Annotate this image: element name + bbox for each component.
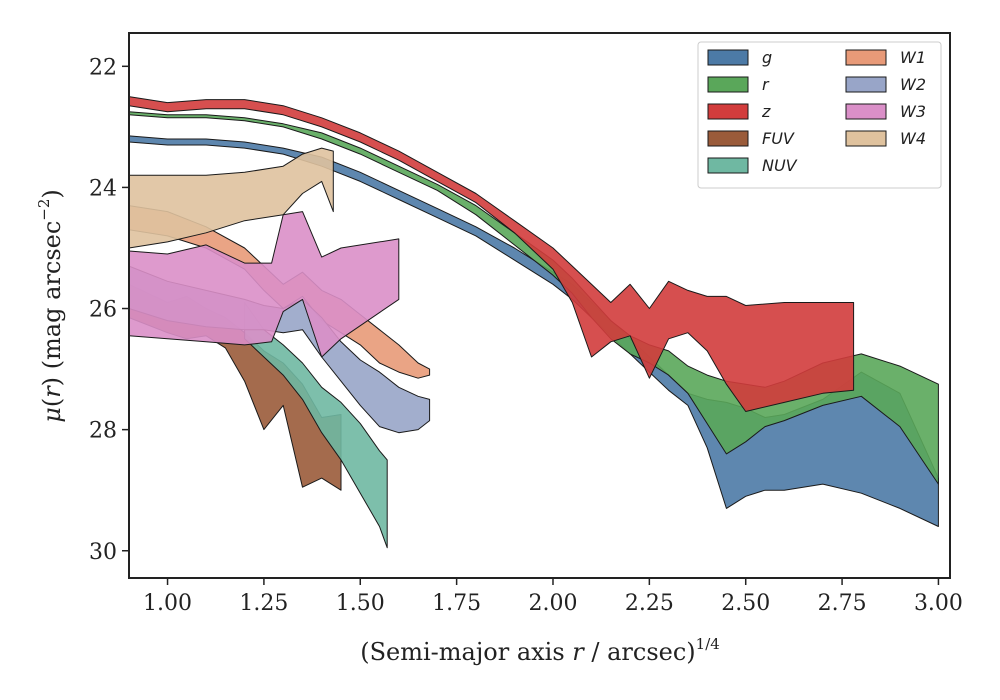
band-w4 <box>128 147 334 249</box>
legend-swatch-r <box>707 76 749 93</box>
band-layer <box>128 96 939 549</box>
band-w3 <box>128 211 400 358</box>
x-tick-label: 3.00 <box>914 591 963 616</box>
legend-label-r: r <box>762 75 770 94</box>
legend-swatch-z <box>707 103 749 120</box>
legend-label-w2: W2 <box>900 75 926 94</box>
legend-label-g: g <box>762 48 772 67</box>
legend-swatch-fuv <box>707 130 749 147</box>
x-tick-label: 1.25 <box>239 591 288 616</box>
legend-label-w3: W3 <box>900 102 926 121</box>
plot-frame <box>128 32 951 579</box>
legend-swatch-w3 <box>845 103 887 120</box>
legend-swatch-w4 <box>845 130 887 147</box>
x-tick-label: 1.75 <box>432 591 481 616</box>
x-tick-label: 2.50 <box>721 591 770 616</box>
x-axis-label: (Semi-major axis r / arcsec)1/4 <box>360 635 720 666</box>
x-tick-label: 2.75 <box>818 591 867 616</box>
y-tick-label: 30 <box>89 540 117 565</box>
x-tick-label: 2.25 <box>625 591 674 616</box>
y-axis: 22 24 26 28 30 <box>89 55 129 565</box>
x-tick-label: 1.00 <box>143 591 192 616</box>
legend-label-w1: W1 <box>900 48 926 67</box>
legend-label-z: z <box>761 102 771 121</box>
band-z <box>128 96 855 412</box>
y-tick-label: 24 <box>89 176 117 201</box>
legend-label-nuv: NUV <box>762 156 798 175</box>
y-tick-label: 22 <box>89 55 117 80</box>
y-tick-label: 28 <box>89 419 117 444</box>
legend-swatch-nuv <box>707 157 749 174</box>
legend-label-w4: W4 <box>900 129 926 148</box>
legend-swatch-w2 <box>845 76 887 93</box>
y-axis-label: μ(r) (mag arcsec−2) <box>35 189 66 423</box>
legend-swatch-w1 <box>845 49 887 66</box>
x-tick-label: 2.00 <box>528 591 577 616</box>
legend-label-fuv: FUV <box>762 129 795 148</box>
band-nuv <box>244 302 388 549</box>
legend-swatch-g <box>707 49 749 66</box>
y-tick-label: 26 <box>89 298 117 323</box>
x-tick-label: 1.50 <box>336 591 385 616</box>
x-axis: 1.00 1.25 1.50 1.75 2.00 2.25 2.50 2.75 3.00 <box>143 578 963 616</box>
legend: grz FUV NUV W1 W2 W3 W4 <box>697 41 942 189</box>
